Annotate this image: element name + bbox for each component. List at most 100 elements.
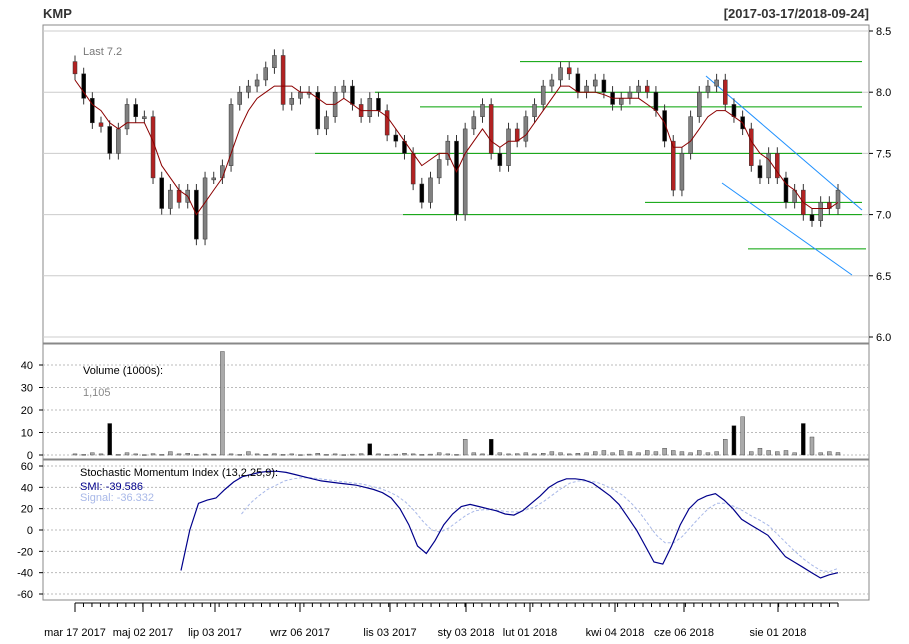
candle-body (367, 98, 373, 117)
volume-bar (653, 451, 659, 456)
price-bars (72, 49, 841, 246)
volume-bar (627, 451, 633, 456)
volume-bar (263, 454, 268, 456)
price-tick-label: 7.0 (876, 210, 891, 222)
candle-body (480, 104, 485, 117)
volume-tick-label: 20 (21, 405, 33, 417)
volume-bar (575, 453, 581, 456)
volume-bar (766, 450, 771, 456)
volume-bar (679, 451, 685, 456)
candle-body (558, 67, 563, 81)
candle-body (168, 189, 173, 209)
x-tick-label: kwi 04 2018 (586, 627, 645, 639)
candle-body (714, 79, 719, 87)
volume-bar (159, 454, 164, 456)
trend-channel (705, 75, 863, 276)
chart-date-range: [2017-03-17/2018-09-24] (724, 6, 869, 21)
candle-body (549, 79, 555, 87)
candle-body (497, 153, 503, 166)
volume-bar (419, 454, 425, 456)
smi-tick-label: -20 (17, 546, 33, 558)
volume-bar (523, 452, 529, 456)
candle-body (679, 153, 685, 191)
candle-body (783, 177, 789, 203)
candle-body (228, 104, 234, 166)
x-tick-label: lut 01 2018 (503, 627, 557, 639)
candle-body (488, 104, 494, 154)
price-panel-frame (42, 24, 870, 344)
candle-body (471, 116, 477, 130)
candle-body (575, 73, 581, 93)
volume-bar (801, 423, 806, 456)
volume-bar (593, 451, 598, 456)
volume-bar (133, 453, 138, 456)
candle-body (384, 110, 390, 136)
volume-title: Volume (1000s): (83, 365, 163, 377)
smi-tick-label: -40 (17, 568, 33, 580)
x-tick-label: sie 01 2018 (750, 627, 807, 639)
volume-bar (341, 454, 346, 456)
candle-body (775, 153, 780, 179)
volume-bar (72, 453, 78, 456)
channel-upper-line (705, 75, 863, 211)
candle-body (566, 67, 572, 75)
volume-bar (827, 451, 832, 456)
volume-bar (549, 451, 555, 456)
candle-body (289, 98, 295, 105)
volume-bar (792, 452, 797, 456)
volume-tick-label: 40 (21, 360, 33, 372)
volume-bar (384, 454, 390, 456)
volume-bar (541, 453, 546, 456)
candle-body (766, 153, 771, 179)
volume-bar (168, 451, 173, 456)
x-tick-label: cze 06 2018 (654, 627, 714, 639)
volume-bar (246, 451, 251, 456)
candle-body (809, 214, 815, 221)
price-tick-label: 8.5 (876, 26, 891, 38)
signal-value-label: Signal: -36.332 (80, 492, 154, 504)
smi-tick-label: 40 (21, 482, 33, 494)
candle-body (584, 85, 589, 93)
candle-body (211, 177, 216, 181)
volume-bar (835, 452, 841, 456)
smi-gridlines (43, 465, 869, 595)
volume-bar (376, 453, 381, 456)
volume-bar (150, 453, 156, 456)
volume-bar (436, 452, 442, 456)
candle-body (150, 116, 156, 179)
volume-bar (445, 453, 451, 456)
volume-bar (228, 453, 234, 456)
candle-body (662, 110, 667, 142)
volume-bar (488, 439, 494, 456)
candle-body (350, 85, 355, 105)
candle-body (254, 79, 260, 87)
volume-gridlines (43, 364, 869, 456)
volume-bar (506, 453, 511, 456)
volume-bar (480, 453, 485, 456)
x-axis: mar 17 2017 maj 02 2017 lip 03 2017 wrz 06 … (44, 602, 839, 639)
volume-bars (72, 351, 841, 456)
candle-body (202, 177, 208, 240)
candle-body (393, 134, 399, 142)
volume-bar (98, 453, 104, 456)
volume-bar (254, 453, 260, 456)
volume-bar (462, 439, 468, 456)
candle-body (315, 91, 321, 130)
candle-body (645, 85, 650, 93)
smi-tick-label: 60 (21, 461, 33, 473)
price-tick-label: 6.0 (876, 332, 891, 344)
volume-bar (636, 452, 641, 456)
candle-body (618, 98, 624, 105)
candle-body (818, 202, 823, 221)
volume-bar (740, 416, 745, 456)
volume-bar (185, 453, 190, 456)
candle-body (324, 116, 329, 130)
volume-tick-label: 0 (27, 450, 33, 462)
signal-line (241, 477, 839, 573)
volume-bar (697, 450, 702, 456)
volume-value: 1,105 (83, 387, 111, 399)
volume-bar (220, 351, 225, 456)
candle-body (445, 140, 451, 160)
volume-bar (358, 453, 364, 456)
volume-bar (749, 451, 754, 456)
